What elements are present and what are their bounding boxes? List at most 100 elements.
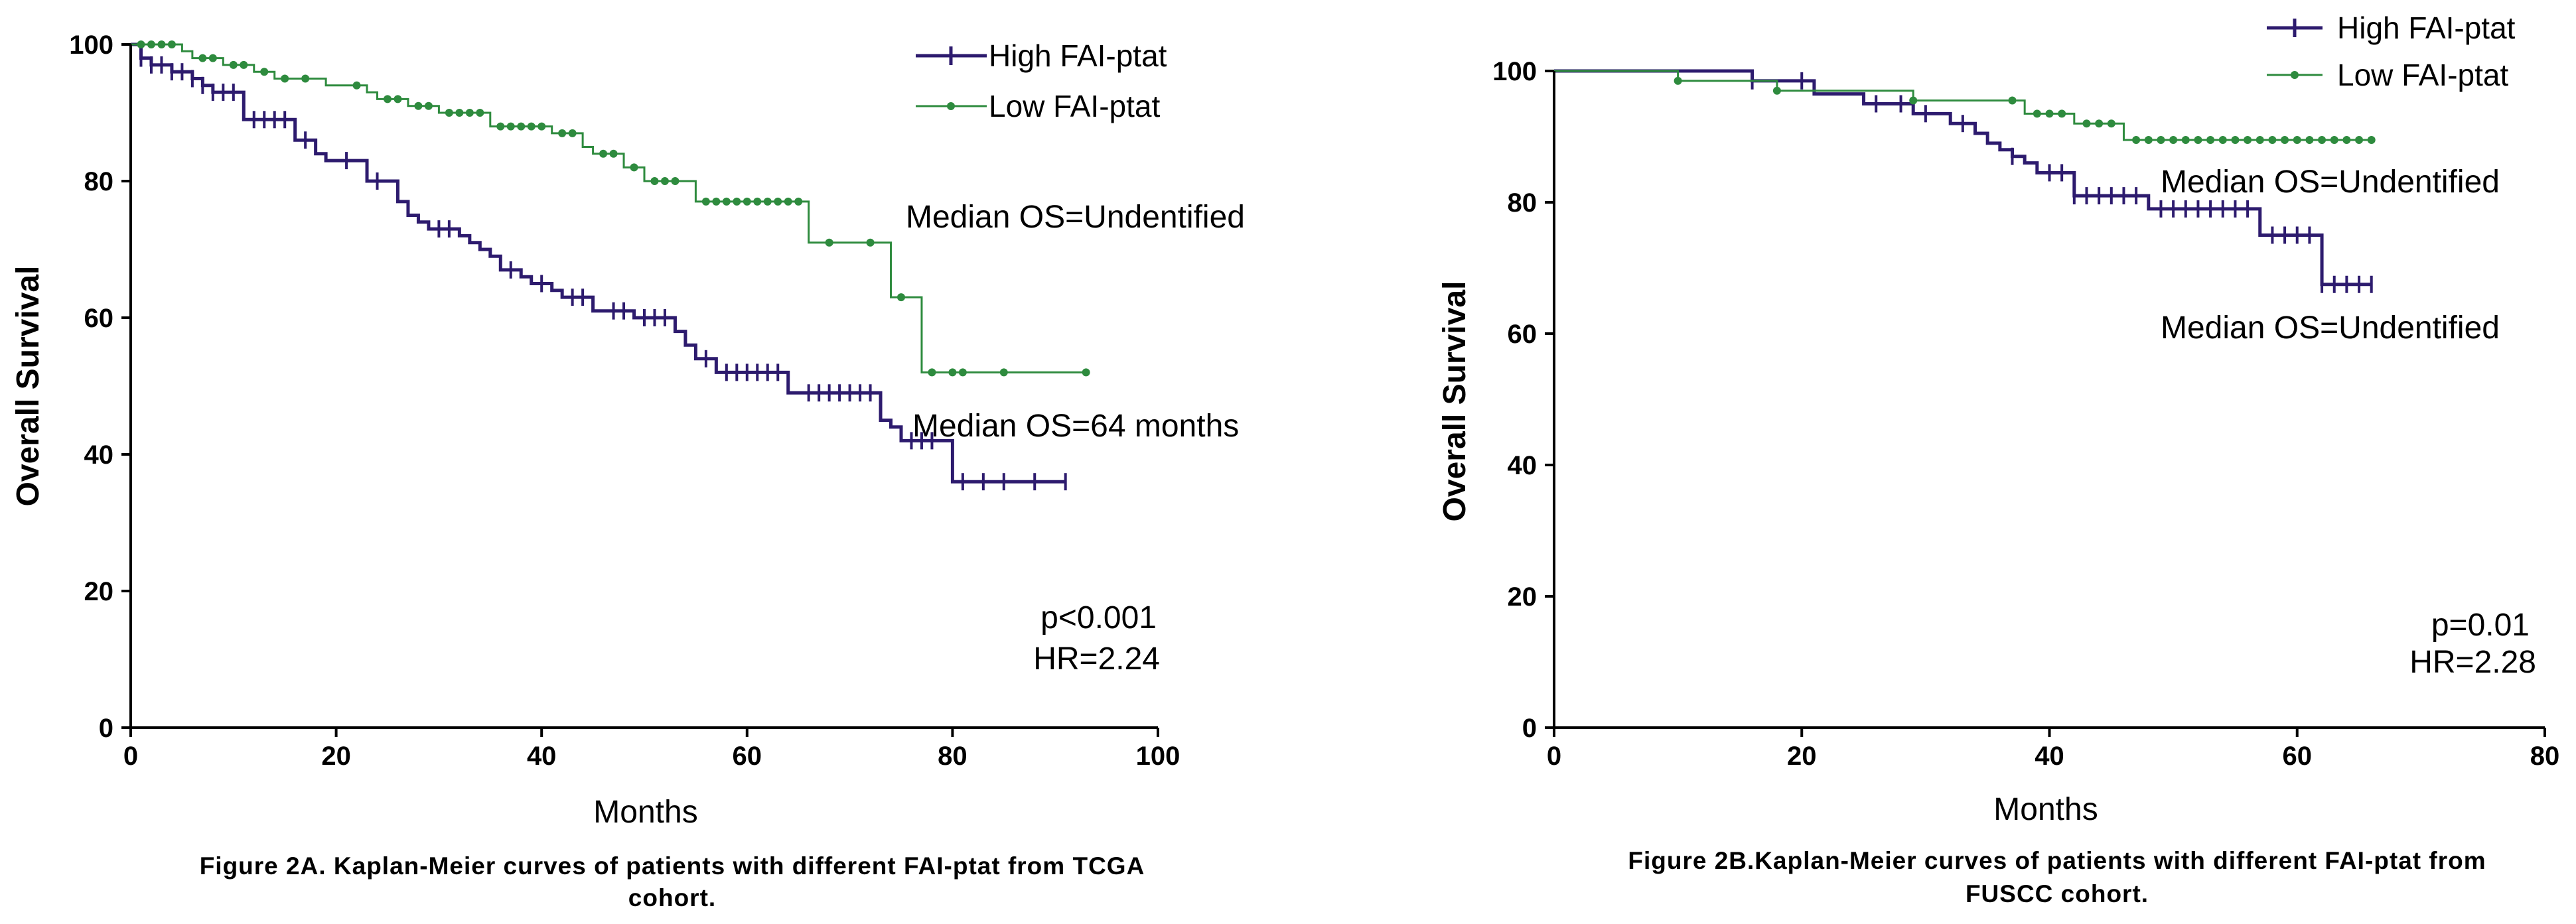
y-tick-label: 60 [84, 304, 114, 333]
km-chart-tcga: 0 20 40 60 80 100 0 20 40 60 80 100 High FAI-ptat L… [11, 31, 1245, 911]
x-tick-label: 100 [1136, 742, 1181, 771]
censor-mark-low [424, 101, 433, 110]
x-tick-label: 40 [527, 742, 557, 771]
x-tick-label: 40 [2035, 742, 2064, 771]
x-tick-label: 80 [938, 742, 967, 771]
censor-mark-low [2206, 135, 2215, 144]
figure-caption-line1: Figure 2A. Kaplan-Meier curves of patien… [200, 852, 1145, 880]
censor-mark-low [743, 197, 751, 206]
censor-mark-low [660, 177, 669, 185]
censor-mark-low [384, 95, 392, 103]
censor-mark-low [609, 149, 618, 158]
censor-mark-low [722, 197, 731, 206]
x-tick-label: 20 [1787, 742, 1817, 771]
censor-mark-low [517, 122, 526, 131]
censor-mark-low [2281, 135, 2289, 144]
censor-mark-low [352, 81, 361, 90]
censor-mark-low [2293, 135, 2301, 144]
censor-mark-low [537, 122, 546, 131]
censor-mark-low [394, 95, 402, 103]
legend-low-label: Low FAI-ptat [989, 89, 1160, 123]
censor-mark-low [784, 197, 792, 206]
censor-mark-low [774, 197, 782, 206]
censor-mark-low [1674, 76, 1682, 85]
censor-mark-low [999, 368, 1008, 377]
censor-mark-low [712, 197, 721, 206]
x-tick-label: 60 [2283, 742, 2313, 771]
censor-mark-low [2342, 135, 2351, 144]
censor-mark-low [897, 293, 905, 302]
censor-mark-low [167, 40, 176, 48]
censor-mark-low [2330, 135, 2338, 144]
annotation-hr: HR=2.24 [1033, 641, 1160, 677]
x-tick-label: 0 [123, 742, 138, 771]
figure-caption-line2: cohort. [628, 884, 716, 911]
censor-mark-low [753, 197, 762, 206]
censor-mark-low [2255, 135, 2264, 144]
censor-mark-low [496, 122, 505, 131]
km-curve-low [131, 43, 1086, 373]
censor-mark-low [2194, 135, 2202, 144]
figure-caption-line1: Figure 2B.Kaplan-Meier curves of patient… [1628, 847, 2486, 874]
legend-low-marker [2291, 71, 2299, 79]
censor-mark-low [701, 197, 710, 206]
y-tick-label: 60 [1508, 320, 1538, 349]
censor-mark-low [1772, 86, 1781, 95]
x-tick-label: 20 [321, 742, 351, 771]
x-axis-label: Months [593, 795, 697, 830]
y-tick-label: 20 [1508, 582, 1538, 612]
x-axis-label: Months [1993, 792, 2098, 827]
censor-mark-low [2305, 135, 2314, 144]
censor-mark-low [281, 74, 289, 83]
censor-mark-low [240, 60, 248, 69]
y-tick-label: 100 [1492, 57, 1537, 86]
censor-mark-low [733, 197, 741, 206]
censor-mark-low [2244, 135, 2252, 144]
censor-mark-low [958, 368, 967, 377]
y-tick-label: 0 [99, 714, 113, 743]
x-tick-label: 0 [1547, 742, 1561, 771]
censor-mark-low [2082, 119, 2091, 128]
censor-mark-low [671, 177, 680, 185]
censor-mark-low [825, 238, 833, 247]
censor-mark-low [414, 101, 423, 110]
censor-mark-low [2107, 119, 2115, 128]
censor-mark-low [445, 109, 453, 117]
censor-mark-low [650, 177, 659, 185]
censor-mark-low [2218, 135, 2227, 144]
censor-mark-low [2033, 109, 2041, 118]
annotation-median-low: Median OS=Undentified [2161, 165, 2500, 200]
y-tick-label: 100 [69, 31, 113, 60]
censor-mark-low [2045, 109, 2054, 118]
censor-mark-low [2355, 135, 2364, 144]
censor-mark-low [928, 368, 936, 377]
censor-mark-low [2132, 135, 2141, 144]
annotation-hr: HR=2.28 [2409, 645, 2536, 680]
y-axis-label: Overall Survival [1437, 281, 1472, 522]
censor-mark-low [2318, 135, 2326, 144]
censor-mark-low [1082, 368, 1090, 377]
y-tick-label: 40 [1508, 451, 1538, 480]
legend-low-marker [947, 102, 955, 110]
censor-mark-low [558, 129, 567, 137]
y-tick-label: 0 [1522, 714, 1537, 743]
y-tick-label: 80 [84, 167, 114, 196]
censor-mark-low [208, 54, 217, 62]
y-tick-label: 40 [84, 440, 114, 470]
censor-mark-low [2231, 135, 2240, 144]
censor-mark-low [2095, 119, 2104, 128]
censor-mark-low [2144, 135, 2153, 144]
annotation-median-low: Median OS=Undentified [906, 200, 1245, 235]
censor-mark-low [137, 40, 145, 48]
censor-mark-low [2008, 96, 2017, 105]
censor-mark-low [527, 122, 536, 131]
legend-low-label: Low FAI-ptat [2337, 58, 2508, 92]
censor-mark-low [763, 197, 772, 206]
censor-mark-low [2181, 135, 2190, 144]
censor-mark-low [157, 40, 166, 48]
x-tick-label: 60 [733, 742, 762, 771]
censor-mark-low [301, 74, 310, 83]
y-tick-label: 80 [1508, 188, 1538, 218]
x-tick-label: 80 [2530, 742, 2560, 771]
